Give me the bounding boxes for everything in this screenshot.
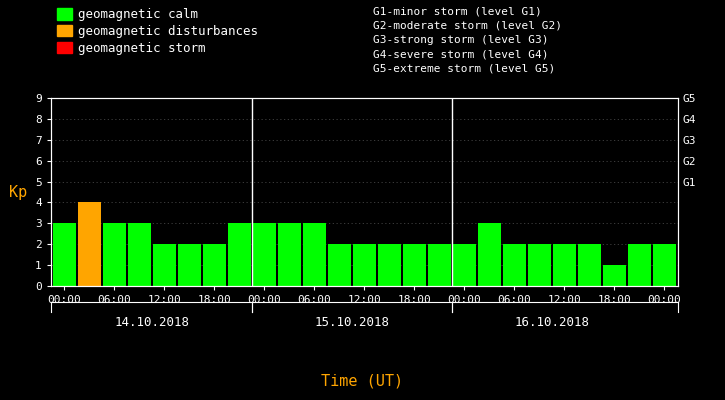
Bar bbox=[353, 244, 376, 286]
Bar bbox=[478, 223, 501, 286]
Bar bbox=[428, 244, 451, 286]
Bar bbox=[78, 202, 101, 286]
Text: G1-minor storm (level G1)
G2-moderate storm (level G2)
G3-strong storm (level G3: G1-minor storm (level G1) G2-moderate st… bbox=[373, 6, 563, 74]
Bar bbox=[328, 244, 351, 286]
Bar bbox=[203, 244, 226, 286]
Bar bbox=[53, 223, 76, 286]
Bar bbox=[378, 244, 401, 286]
Bar bbox=[178, 244, 201, 286]
Bar bbox=[578, 244, 601, 286]
Bar bbox=[103, 223, 126, 286]
Bar bbox=[652, 244, 676, 286]
Bar bbox=[528, 244, 551, 286]
Text: 16.10.2018: 16.10.2018 bbox=[514, 316, 589, 329]
Bar bbox=[303, 223, 326, 286]
Bar bbox=[278, 223, 301, 286]
Bar bbox=[128, 223, 151, 286]
Y-axis label: Kp: Kp bbox=[9, 184, 28, 200]
Bar bbox=[552, 244, 576, 286]
Bar bbox=[602, 265, 626, 286]
Bar bbox=[228, 223, 251, 286]
Bar bbox=[502, 244, 526, 286]
Text: 14.10.2018: 14.10.2018 bbox=[115, 316, 189, 329]
Bar bbox=[452, 244, 476, 286]
Bar bbox=[403, 244, 426, 286]
Text: 15.10.2018: 15.10.2018 bbox=[315, 316, 389, 329]
Bar bbox=[253, 223, 276, 286]
Bar bbox=[153, 244, 176, 286]
Bar bbox=[628, 244, 650, 286]
Text: Time (UT): Time (UT) bbox=[321, 373, 404, 388]
Legend: geomagnetic calm, geomagnetic disturbances, geomagnetic storm: geomagnetic calm, geomagnetic disturbanc… bbox=[57, 8, 258, 55]
